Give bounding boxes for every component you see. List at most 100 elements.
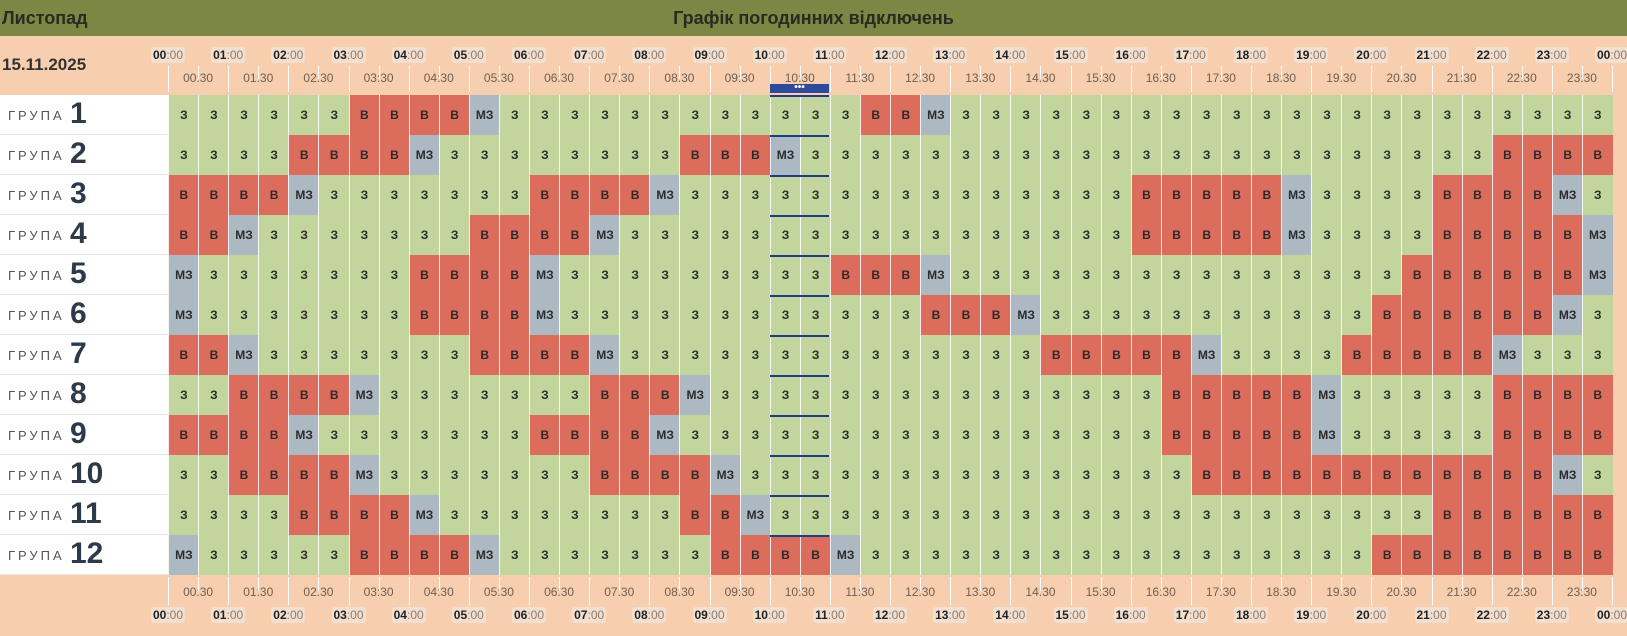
slot-cell[interactable]: В (529, 415, 560, 455)
slot-cell[interactable]: З (589, 495, 620, 535)
slot-cell[interactable]: З (1070, 295, 1102, 335)
slot-cell[interactable]: З (739, 415, 771, 455)
slot-cell[interactable]: В (468, 215, 500, 255)
slot-cell[interactable]: МЗ (1311, 375, 1342, 415)
slot-cell[interactable]: З (589, 295, 620, 335)
slot-cell[interactable]: В (168, 215, 199, 255)
slot-cell[interactable]: З (980, 455, 1011, 495)
slot-cell[interactable]: З (1341, 95, 1372, 135)
slot-cell[interactable]: З (1341, 415, 1372, 455)
slot-cell[interactable]: З (228, 495, 259, 535)
slot-cell[interactable]: В (859, 95, 891, 135)
slot-cell[interactable]: З (1281, 335, 1312, 375)
slot-cell[interactable]: З (980, 335, 1011, 375)
slot-cell[interactable]: В (649, 375, 680, 415)
slot-cell[interactable]: В (619, 175, 650, 215)
slot-cell[interactable]: З (1431, 135, 1463, 175)
slot-cell[interactable]: МЗ (529, 255, 560, 295)
slot-cell[interactable]: З (468, 415, 500, 455)
slot-cell[interactable]: В (980, 295, 1011, 335)
slot-cell[interactable]: В (1100, 335, 1132, 375)
slot-cell[interactable]: В (1461, 215, 1493, 255)
slot-cell[interactable]: З (408, 415, 440, 455)
slot-cell[interactable]: З (1581, 455, 1613, 495)
slot-cell[interactable]: З (559, 535, 590, 575)
slot-cell[interactable]: З (1010, 135, 1041, 175)
slot-cell[interactable]: В (258, 375, 289, 415)
slot-cell[interactable]: З (649, 335, 680, 375)
slot-cell[interactable]: З (468, 135, 500, 175)
slot-cell[interactable]: В (1491, 495, 1523, 535)
slot-cell[interactable]: З (1070, 455, 1102, 495)
slot-cell[interactable]: З (1311, 215, 1342, 255)
slot-cell[interactable]: В (1160, 215, 1192, 255)
slot-cell[interactable]: З (408, 175, 440, 215)
slot-cell[interactable]: З (859, 375, 891, 415)
slot-cell[interactable]: МЗ (589, 335, 620, 375)
slot-cell[interactable]: З (1431, 95, 1463, 135)
slot-cell[interactable]: МЗ (1551, 295, 1583, 335)
slot-cell[interactable]: З (739, 455, 771, 495)
slot-cell[interactable]: В (1220, 375, 1252, 415)
slot-cell[interactable]: З (1461, 375, 1493, 415)
slot-cell[interactable]: З (1070, 415, 1102, 455)
slot-cell[interactable]: З (1251, 135, 1282, 175)
slot-cell[interactable]: В (920, 295, 951, 335)
slot-cell[interactable]: З (890, 175, 921, 215)
slot-cell[interactable]: З (1281, 255, 1312, 295)
slot-cell[interactable]: В (1130, 215, 1162, 255)
slot-cell[interactable]: В (1160, 375, 1192, 415)
slot-cell[interactable]: З (1130, 375, 1162, 415)
slot-cell[interactable]: З (198, 255, 229, 295)
slot-cell[interactable]: З (799, 135, 831, 175)
slot-cell[interactable]: МЗ (228, 215, 259, 255)
slot-cell[interactable]: В (1521, 495, 1553, 535)
slot-cell[interactable]: В (438, 535, 470, 575)
slot-cell[interactable]: В (1220, 415, 1252, 455)
slot-cell[interactable]: В (1551, 535, 1583, 575)
slot-cell[interactable]: З (378, 175, 410, 215)
slot-cell[interactable]: З (258, 335, 289, 375)
slot-cell[interactable]: З (258, 495, 289, 535)
slot-cell[interactable]: В (1130, 175, 1162, 215)
slot-cell[interactable]: В (679, 135, 711, 175)
slot-cell[interactable]: З (769, 455, 801, 495)
slot-cell[interactable]: В (258, 175, 289, 215)
slot-cell[interactable]: В (649, 455, 680, 495)
slot-cell[interactable]: В (1581, 135, 1613, 175)
slot-cell[interactable]: З (769, 295, 801, 335)
slot-cell[interactable]: МЗ (408, 495, 440, 535)
slot-cell[interactable]: В (529, 215, 560, 255)
slot-cell[interactable]: В (1491, 215, 1523, 255)
slot-cell[interactable]: В (1401, 295, 1433, 335)
slot-cell[interactable]: З (709, 95, 741, 135)
slot-cell[interactable]: З (468, 455, 500, 495)
slot-cell[interactable]: З (408, 215, 440, 255)
slot-cell[interactable]: МЗ (649, 175, 680, 215)
slot-cell[interactable]: МЗ (168, 295, 199, 335)
slot-cell[interactable]: З (1160, 455, 1192, 495)
slot-cell[interactable]: З (649, 215, 680, 255)
slot-cell[interactable]: З (980, 255, 1011, 295)
slot-cell[interactable]: З (679, 335, 711, 375)
slot-cell[interactable]: З (1581, 175, 1613, 215)
slot-cell[interactable]: З (318, 535, 350, 575)
slot-cell[interactable]: З (950, 175, 981, 215)
slot-cell[interactable]: В (348, 135, 380, 175)
slot-cell[interactable]: З (318, 335, 350, 375)
slot-cell[interactable]: В (1371, 295, 1402, 335)
slot-cell[interactable]: З (920, 535, 951, 575)
slot-cell[interactable]: З (1190, 295, 1222, 335)
slot-cell[interactable]: В (1251, 215, 1282, 255)
slot-cell[interactable]: З (829, 135, 861, 175)
slot-cell[interactable]: З (1311, 295, 1342, 335)
slot-cell[interactable]: З (679, 295, 711, 335)
slot-cell[interactable]: З (1100, 295, 1132, 335)
slot-cell[interactable]: МЗ (1281, 215, 1312, 255)
slot-cell[interactable]: З (1130, 495, 1162, 535)
slot-cell[interactable]: З (829, 455, 861, 495)
slot-cell[interactable]: З (679, 255, 711, 295)
slot-cell[interactable]: З (769, 415, 801, 455)
slot-cell[interactable]: З (378, 255, 410, 295)
slot-cell[interactable]: З (1010, 175, 1041, 215)
